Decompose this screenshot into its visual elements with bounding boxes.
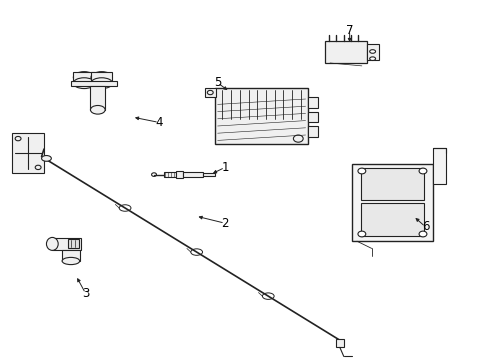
Ellipse shape <box>369 50 375 53</box>
Text: 5: 5 <box>213 76 221 89</box>
Bar <box>183 172 203 177</box>
Ellipse shape <box>41 156 51 161</box>
Bar <box>335 339 343 347</box>
Text: 6: 6 <box>421 220 428 233</box>
Bar <box>432 148 446 184</box>
Bar <box>205 88 216 97</box>
Text: 3: 3 <box>81 287 89 300</box>
Ellipse shape <box>62 257 80 265</box>
Ellipse shape <box>73 78 95 89</box>
Ellipse shape <box>357 168 365 174</box>
Bar <box>203 173 215 176</box>
Bar <box>90 86 105 110</box>
Bar <box>176 171 183 178</box>
Bar <box>307 112 317 122</box>
Bar <box>215 88 307 144</box>
Ellipse shape <box>46 237 58 251</box>
Bar <box>68 239 79 248</box>
Bar <box>366 44 378 60</box>
Bar <box>73 72 95 83</box>
Ellipse shape <box>418 231 426 237</box>
Bar <box>307 126 317 137</box>
Ellipse shape <box>369 57 375 60</box>
Bar <box>360 203 423 236</box>
Bar <box>62 250 80 261</box>
Text: 4: 4 <box>155 116 163 129</box>
Text: 2: 2 <box>221 217 228 230</box>
Ellipse shape <box>91 78 112 89</box>
Ellipse shape <box>418 168 426 174</box>
Bar <box>325 41 366 63</box>
Polygon shape <box>52 238 81 250</box>
Ellipse shape <box>73 72 95 83</box>
Bar <box>351 164 432 241</box>
Ellipse shape <box>357 231 365 237</box>
Bar <box>12 133 44 173</box>
Bar <box>307 97 317 108</box>
Bar <box>163 172 176 177</box>
Ellipse shape <box>91 72 112 83</box>
Bar <box>360 168 423 200</box>
Bar <box>91 72 112 83</box>
Text: 1: 1 <box>221 161 228 174</box>
Bar <box>71 81 117 86</box>
Text: 7: 7 <box>345 24 353 37</box>
Ellipse shape <box>90 105 105 114</box>
